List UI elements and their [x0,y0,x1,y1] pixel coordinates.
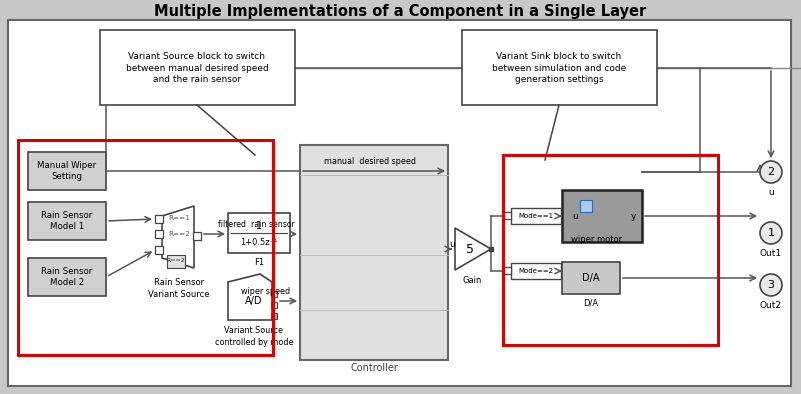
FancyBboxPatch shape [28,202,106,240]
FancyBboxPatch shape [504,212,511,219]
FancyBboxPatch shape [511,208,561,224]
FancyBboxPatch shape [100,30,295,105]
Text: 1: 1 [256,221,262,231]
Text: wiper motor: wiper motor [571,235,622,244]
Text: R==2: R==2 [167,258,185,264]
Circle shape [760,222,782,244]
FancyBboxPatch shape [28,258,106,296]
FancyBboxPatch shape [193,232,201,240]
Text: Out1: Out1 [760,249,782,258]
Text: Rain Sensor
Model 2: Rain Sensor Model 2 [42,267,93,287]
FancyBboxPatch shape [511,263,561,279]
Text: Mode==1: Mode==1 [518,213,553,219]
Text: Manual Wiper
Setting: Manual Wiper Setting [38,161,97,181]
Text: D/A: D/A [583,298,598,307]
Text: 2: 2 [767,167,775,177]
Text: 5: 5 [466,242,474,255]
Text: manual  desired speed: manual desired speed [324,157,416,166]
Text: Variant Source
controlled by mode: Variant Source controlled by mode [215,326,293,347]
Text: Rain Sensor
Model 1: Rain Sensor Model 1 [42,211,93,231]
Text: D/A: D/A [582,273,600,283]
Text: Mode==2: Mode==2 [518,268,553,274]
Text: A/D: A/D [245,296,263,306]
FancyBboxPatch shape [228,213,290,253]
Text: wiper speed: wiper speed [241,287,290,296]
Polygon shape [228,274,272,320]
Text: Out2: Out2 [760,301,782,310]
Text: Controller: Controller [350,363,398,373]
Text: Variant Source block to switch
between manual desired speed
and the rain sensor: Variant Source block to switch between m… [126,52,268,84]
FancyBboxPatch shape [271,302,277,308]
FancyBboxPatch shape [271,313,277,319]
FancyBboxPatch shape [28,152,106,190]
Text: 1+0.5z⁻¹: 1+0.5z⁻¹ [240,238,278,247]
FancyBboxPatch shape [155,230,163,238]
Text: u: u [572,212,578,221]
Text: R==1: R==1 [168,215,190,221]
Polygon shape [455,228,491,270]
FancyBboxPatch shape [167,255,185,268]
Text: Rain Sensor
Variant Source: Rain Sensor Variant Source [148,278,210,299]
Text: 3: 3 [767,280,775,290]
FancyBboxPatch shape [504,267,511,274]
FancyBboxPatch shape [155,215,163,223]
FancyBboxPatch shape [155,246,163,254]
Text: Multiple Implementations of a Component in a Single Layer: Multiple Implementations of a Component … [155,4,646,19]
Text: Gain: Gain [462,276,481,285]
FancyBboxPatch shape [562,190,642,242]
Text: u: u [768,188,774,197]
FancyBboxPatch shape [271,291,277,297]
Text: 1: 1 [767,228,775,238]
Circle shape [760,274,782,296]
FancyBboxPatch shape [462,30,657,105]
Text: R==2: R==2 [168,231,190,237]
FancyBboxPatch shape [580,200,592,212]
Text: F1: F1 [254,258,264,267]
FancyBboxPatch shape [562,262,620,294]
Text: Variant Sink block to switch
between simulation and code
generation settings: Variant Sink block to switch between sim… [492,52,626,84]
Circle shape [760,161,782,183]
FancyBboxPatch shape [300,145,448,360]
Text: filtered  rain sensor: filtered rain sensor [218,220,295,229]
Text: y: y [630,212,636,221]
Text: u: u [449,240,455,249]
Polygon shape [162,206,194,268]
FancyBboxPatch shape [8,20,791,386]
